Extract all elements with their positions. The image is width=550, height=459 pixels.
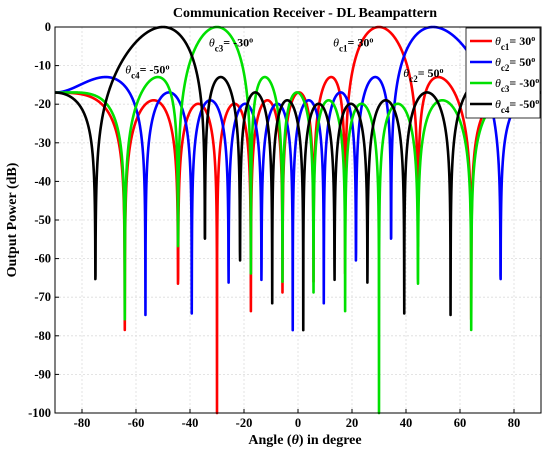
- y-tick-label: -20: [34, 97, 51, 111]
- y-tick-label: -80: [34, 329, 51, 343]
- annotation-c4: θc4= -50o: [125, 62, 169, 81]
- y-tick-label: -10: [34, 59, 51, 73]
- legend: θc1= 30o θc2= 50o θc3= -30o θc4= -50o: [465, 27, 541, 119]
- y-tick-label: -100: [28, 406, 51, 420]
- x-tick-label: -60: [128, 416, 145, 430]
- annotation-c3: θc3= -30o: [209, 35, 253, 54]
- y-tick-label: -90: [34, 367, 51, 381]
- x-tick-label: 0: [295, 416, 301, 430]
- x-axis-label: Angle (θ) in degree: [248, 433, 361, 448]
- y-tick-label: 0: [45, 20, 51, 34]
- x-tick-label: 20: [346, 416, 359, 430]
- legend-entry-c4: θc4= -50o: [495, 97, 539, 116]
- y-tick-label: -30: [34, 136, 51, 150]
- axis-ticks: -80 -60 -40 -20 0 20 40 60 80 0 -10 -20 -30 -40 -50 -60…: [28, 20, 520, 430]
- x-axis-label-start: Angle (: [248, 433, 292, 448]
- legend-entry-c2: θc2= 50o: [495, 55, 535, 74]
- x-tick-label: -80: [74, 416, 91, 430]
- series-line-c3: [53, 25, 543, 415]
- annotation-c1: θc1= 30o: [333, 35, 373, 54]
- y-tick-label: -60: [34, 252, 51, 266]
- y-tick-label: -50: [34, 213, 51, 227]
- x-axis-label-symbol: θ: [292, 433, 300, 448]
- grid: [55, 26, 541, 414]
- legend-entry-c3: θc3= -30o: [495, 76, 539, 95]
- y-tick-label: -70: [34, 290, 51, 304]
- y-tick-label: -40: [34, 174, 51, 188]
- legend-entry-c1: θc1= 30o: [495, 34, 535, 53]
- series-lines: [53, 25, 543, 415]
- annotation-c2: θc2= 50o: [403, 66, 443, 85]
- series-line-c4: [53, 25, 543, 332]
- x-tick-label: 60: [454, 416, 467, 430]
- annotations: θc4= -50o θc3= -30o θc1= 30o θc2= 50o: [125, 35, 443, 84]
- x-tick-label: -40: [182, 416, 199, 430]
- x-tick-label: 80: [508, 416, 521, 430]
- y-axis-label: Output Power (dB): [5, 162, 20, 277]
- x-axis-label-end: ) in degree: [299, 433, 362, 448]
- x-tick-label: -20: [236, 416, 253, 430]
- chart-title: Communication Receiver - DL Beampattern: [173, 6, 437, 21]
- x-tick-label: 40: [400, 416, 413, 430]
